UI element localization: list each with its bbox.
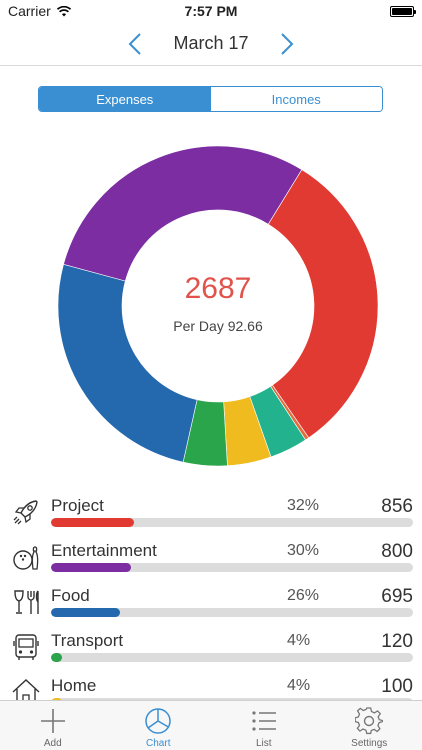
chevron-right-icon	[281, 32, 294, 55]
nav-bar: March 17	[0, 22, 422, 66]
wifi-icon	[56, 5, 71, 16]
category-percent: 4%	[287, 677, 311, 694]
carrier-label: Carrier	[8, 3, 51, 19]
tab-bar: Add Chart List Settings	[0, 700, 422, 750]
donut-slice-5	[57, 263, 198, 463]
tab-expenses[interactable]: Expenses	[39, 87, 211, 111]
category-name: Entertainment	[51, 541, 157, 560]
category-row-food[interactable]: Food 26% 695	[0, 580, 422, 625]
list-icon	[252, 711, 276, 731]
category-amount: 856	[381, 496, 413, 517]
category-percent: 30%	[287, 542, 320, 559]
gear-icon	[355, 707, 384, 735]
category-name: Project	[51, 496, 104, 515]
category-amount: 120	[381, 631, 413, 652]
rocket-icon	[13, 500, 38, 525]
tab-list[interactable]: List	[211, 701, 317, 750]
tab-label: Settings	[351, 738, 388, 749]
category-row-transport[interactable]: Transport 4% 120	[0, 625, 422, 670]
tab-chart[interactable]: Chart	[106, 701, 212, 750]
type-segmented-control: Expenses Incomes	[38, 86, 383, 112]
tab-label: Add	[43, 738, 62, 749]
category-progress-track	[51, 518, 413, 527]
tab-label: Chart	[146, 738, 171, 749]
previous-month-button[interactable]	[124, 29, 146, 59]
next-month-button[interactable]	[276, 29, 298, 59]
category-name: Home	[51, 676, 97, 695]
status-bar: Carrier 7:57 PM	[0, 0, 422, 22]
category-name: Transport	[51, 631, 124, 650]
category-progress-track	[51, 563, 413, 572]
status-left: Carrier	[8, 3, 71, 19]
plus-icon	[40, 709, 65, 733]
bus-icon	[13, 634, 39, 660]
category-amount: 100	[381, 676, 413, 697]
category-name: Food	[51, 586, 90, 605]
tab-incomes[interactable]: Incomes	[210, 87, 382, 111]
category-progress-fill	[51, 518, 135, 527]
tab-label: List	[255, 738, 272, 749]
category-progress-track	[51, 608, 413, 617]
donut-slice-6	[63, 145, 303, 282]
bowling-icon	[13, 546, 39, 570]
pie-chart-icon	[145, 708, 171, 734]
page-title: March 17	[173, 33, 249, 53]
category-amount: 800	[381, 541, 413, 562]
expense-donut-chart	[57, 145, 379, 467]
category-percent: 32%	[287, 497, 320, 514]
category-percent: 4%	[287, 632, 311, 649]
category-list: Project 32% 856 Entertainment 30% 800	[0, 490, 422, 715]
donut-slice-0	[267, 169, 379, 439]
battery-icon	[390, 5, 416, 17]
chevron-left-icon	[128, 32, 141, 55]
category-amount: 695	[381, 586, 413, 607]
category-row-entertainment[interactable]: Entertainment 30% 800	[0, 535, 422, 580]
tab-add[interactable]: Add	[0, 701, 106, 750]
category-percent: 26%	[287, 587, 320, 604]
category-progress-track	[51, 653, 413, 662]
category-progress-fill	[51, 563, 131, 572]
category-progress-fill	[51, 653, 62, 662]
dining-icon	[14, 590, 39, 614]
category-progress-fill	[51, 608, 120, 617]
category-row-project[interactable]: Project 32% 856	[0, 490, 422, 535]
tab-settings[interactable]: Settings	[317, 701, 422, 750]
